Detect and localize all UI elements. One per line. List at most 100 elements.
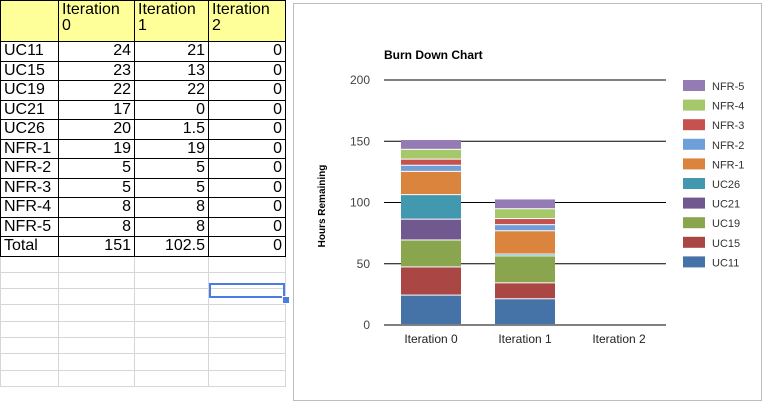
row-label-cell[interactable]: NFR-1 <box>0 138 59 159</box>
value-cell[interactable]: 17 <box>58 99 135 120</box>
value-cell[interactable]: 8 <box>58 197 135 218</box>
value-cell[interactable]: 8 <box>134 216 209 237</box>
value-cell[interactable]: 0 <box>208 138 286 159</box>
value-cell[interactable]: 0 <box>208 60 286 81</box>
empty-cell[interactable] <box>134 369 209 387</box>
value-cell[interactable]: 0 <box>134 99 209 120</box>
row-label-cell[interactable]: UC19 <box>0 80 59 101</box>
value-cell[interactable]: 0 <box>208 158 286 179</box>
bar-segment[interactable] <box>401 219 461 240</box>
bar-segment[interactable] <box>495 299 555 324</box>
row-label-cell[interactable]: UC11 <box>0 41 59 62</box>
empty-cell[interactable] <box>58 320 135 338</box>
bar-segment[interactable] <box>401 171 461 195</box>
value-cell[interactable]: 0 <box>208 41 286 62</box>
empty-cell[interactable] <box>208 320 286 338</box>
bar-segment[interactable] <box>495 199 555 209</box>
row-label-cell[interactable]: NFR-5 <box>0 216 59 237</box>
value-cell[interactable]: 8 <box>58 216 135 237</box>
header-corner-cell[interactable] <box>0 0 59 42</box>
row-label-cell[interactable]: NFR-4 <box>0 197 59 218</box>
bar-segment[interactable] <box>495 209 555 219</box>
total-value-cell[interactable]: 0 <box>208 236 286 257</box>
total-label-cell[interactable]: Total <box>0 236 59 257</box>
empty-cell[interactable] <box>58 369 135 387</box>
bar-segment[interactable] <box>401 140 461 149</box>
empty-cell[interactable] <box>58 353 135 371</box>
value-cell[interactable]: 13 <box>134 60 209 81</box>
value-cell[interactable]: 1.5 <box>134 119 209 140</box>
header-cell[interactable]: Iteration 2 <box>208 0 286 42</box>
empty-cell[interactable] <box>134 304 209 322</box>
header-cell[interactable]: Iteration 1 <box>134 0 209 42</box>
bar-segment[interactable] <box>401 295 461 324</box>
value-cell[interactable]: 0 <box>208 216 286 237</box>
header-cell[interactable]: Iteration 0 <box>58 0 135 42</box>
row-label-cell[interactable]: UC21 <box>0 99 59 120</box>
bar-segment[interactable] <box>495 219 555 225</box>
bar-segment[interactable] <box>495 283 555 299</box>
empty-cell[interactable] <box>208 255 286 273</box>
bar-segment[interactable] <box>401 149 461 159</box>
empty-cell[interactable] <box>0 255 59 273</box>
selected-cell[interactable] <box>209 283 285 298</box>
empty-cell[interactable] <box>0 369 59 387</box>
row-label-cell[interactable]: UC26 <box>0 119 59 140</box>
value-cell[interactable]: 19 <box>58 138 135 159</box>
empty-cell[interactable] <box>58 255 135 273</box>
empty-cell[interactable] <box>134 271 209 290</box>
empty-cell[interactable] <box>208 369 286 387</box>
empty-cell[interactable] <box>208 304 286 322</box>
bar-segment[interactable] <box>401 165 461 171</box>
empty-cell[interactable] <box>0 320 59 338</box>
empty-cell[interactable] <box>208 353 286 371</box>
empty-cell[interactable] <box>58 288 135 306</box>
value-cell[interactable]: 0 <box>208 197 286 218</box>
empty-cell[interactable] <box>58 271 135 290</box>
value-cell[interactable]: 24 <box>58 41 135 62</box>
bar-segment[interactable] <box>495 256 555 283</box>
bar-segment[interactable] <box>401 267 461 295</box>
row-label-cell[interactable]: NFR-2 <box>0 158 59 179</box>
chart-panel[interactable]: Burn Down Chart Hours Remaining 0 50 100 15… <box>293 3 762 401</box>
empty-cell[interactable] <box>134 353 209 371</box>
total-value-cell[interactable]: 102.5 <box>134 236 209 257</box>
row-label-cell[interactable]: NFR-3 <box>0 177 59 198</box>
bar-segment[interactable] <box>495 254 555 256</box>
bar-segment[interactable] <box>401 240 461 267</box>
empty-cell[interactable] <box>0 353 59 371</box>
empty-cell[interactable] <box>0 336 59 355</box>
value-cell[interactable]: 22 <box>58 80 135 101</box>
value-cell[interactable]: 5 <box>58 177 135 198</box>
value-cell[interactable]: 0 <box>208 119 286 140</box>
empty-cell[interactable] <box>208 336 286 355</box>
value-cell[interactable]: 0 <box>208 99 286 120</box>
value-cell[interactable]: 21 <box>134 41 209 62</box>
value-cell[interactable]: 5 <box>58 158 135 179</box>
fill-handle[interactable] <box>282 296 290 304</box>
empty-cell[interactable] <box>58 336 135 355</box>
value-cell[interactable]: 20 <box>58 119 135 140</box>
bar-segment[interactable] <box>495 225 555 231</box>
bar-segment[interactable] <box>401 159 461 165</box>
empty-cell[interactable] <box>134 336 209 355</box>
value-cell[interactable]: 23 <box>58 60 135 81</box>
value-cell[interactable]: 5 <box>134 177 209 198</box>
empty-cell[interactable] <box>0 304 59 322</box>
bar-segment[interactable] <box>401 195 461 219</box>
empty-cell[interactable] <box>58 304 135 322</box>
bar-segment[interactable] <box>495 231 555 254</box>
empty-cell[interactable] <box>0 271 59 290</box>
row-label-cell[interactable]: UC15 <box>0 60 59 81</box>
value-cell[interactable]: 0 <box>208 177 286 198</box>
empty-cell[interactable] <box>134 320 209 338</box>
total-value-cell[interactable]: 151 <box>58 236 135 257</box>
value-cell[interactable]: 8 <box>134 197 209 218</box>
value-cell[interactable]: 22 <box>134 80 209 101</box>
value-cell[interactable]: 19 <box>134 138 209 159</box>
empty-cell[interactable] <box>134 255 209 273</box>
empty-cell[interactable] <box>0 288 59 306</box>
value-cell[interactable]: 5 <box>134 158 209 179</box>
value-cell[interactable]: 0 <box>208 80 286 101</box>
empty-cell[interactable] <box>134 288 209 306</box>
